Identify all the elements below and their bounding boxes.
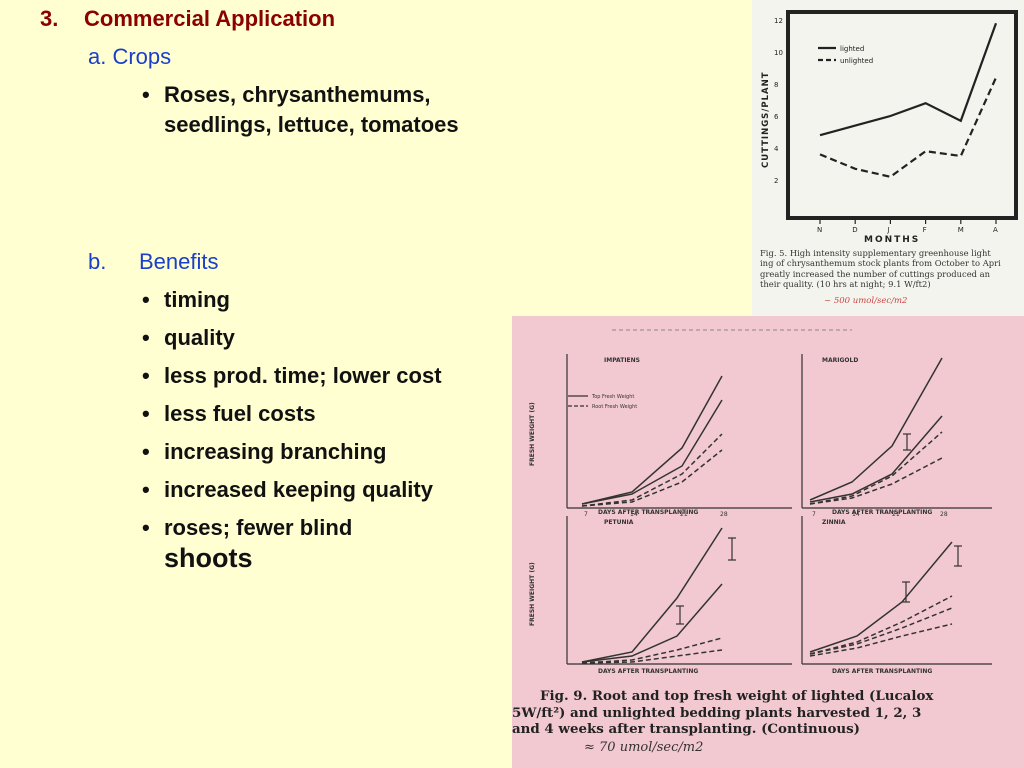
crops-subheading: a. Crops — [88, 44, 172, 69]
crops-list: Roses, chrysanthemums, seedlings, lettuc… — [140, 80, 470, 140]
benefit-item: increased keeping quality — [140, 475, 470, 505]
fig5-caption-line: Fig. 5. High intensity supplementary gre… — [760, 248, 991, 258]
fig5-xlabel: MONTHS — [864, 235, 920, 245]
heading-number: 3. — [40, 6, 59, 31]
benefit-roses-shoots: shoots — [164, 543, 253, 573]
fig5-ytick: 4 — [774, 145, 779, 153]
fig9-panel-title: MARIGOLD — [822, 357, 858, 364]
fig5-caption-line: their quality. (10 hrs at night; 9.1 W/f… — [760, 279, 931, 290]
benefits-list: timing quality less prod. time; lower co… — [140, 285, 470, 583]
fig9-legend-root: Root Fresh Weight — [592, 404, 637, 410]
benefit-item: less fuel costs — [140, 399, 470, 429]
fig5-xtick: N — [817, 226, 822, 234]
fig5-xtick: M — [958, 226, 964, 234]
fig5-ytick: 2 — [774, 177, 778, 185]
fig9-caption: Fig. 9. Root and top fresh weight of lig… — [512, 688, 1024, 738]
fig5-xtick: J — [886, 226, 889, 234]
fig9-chart: IMPATIENS MARIGOLD PETUNIA ZINNIA FRESH … — [529, 329, 992, 675]
fig5-ytick: 10 — [774, 49, 783, 57]
slide-heading: 3. Commercial Application — [40, 6, 335, 32]
fig9-legend-top: Top Fresh Weight — [591, 394, 634, 400]
fig9-scan: IMPATIENS MARIGOLD PETUNIA ZINNIA FRESH … — [512, 316, 1024, 768]
fig5-series-lighted — [819, 22, 998, 137]
benefit-item: less prod. time; lower cost — [140, 361, 470, 391]
fig9-panel-title: PETUNIA — [604, 519, 634, 526]
fig9-xtick: 14 — [852, 511, 860, 518]
benefits-letter: b. — [88, 249, 107, 274]
fig9-panel-title: IMPATIENS — [604, 357, 640, 364]
fig9-caption-line: and 4 weeks after transplanting. (Contin… — [512, 721, 861, 737]
fig5-xtick: A — [993, 226, 998, 234]
fig5-caption-line: ing of chrysanthemum stock plants from O… — [760, 258, 1001, 269]
heading-title: Commercial Application — [84, 6, 336, 31]
fig5-legend-lighted: lighted — [840, 45, 864, 53]
fig5-scan: lighted unlighted CUTTINGS/PLANT MONTHS … — [752, 0, 1024, 318]
fig5-ytick: 6 — [774, 113, 779, 121]
crops-item: Roses, chrysanthemums, seedlings, lettuc… — [140, 80, 470, 140]
fig5-xtick: D — [852, 226, 857, 234]
fig9-xtick: 28 — [940, 511, 948, 518]
fig5-chart: lighted unlighted CUTTINGS/PLANT MONTHS … — [761, 10, 1018, 245]
fig9-handwritten-note: ≈ 70 umol/sec/m2 — [584, 740, 704, 755]
fig9-xtick: 21 — [892, 511, 900, 518]
fig5-caption-line: greatly increased the number of cuttings… — [760, 268, 991, 279]
fig5-legend-unlighted: unlighted — [840, 57, 873, 65]
benefits-subheading: b. Benefits — [88, 249, 219, 275]
fig9-ylabel: FRESH WEIGHT (G) — [529, 402, 536, 466]
fig9-xlabel: DAYS AFTER TRANSPLANTING — [832, 668, 932, 675]
fig9-xlabel: DAYS AFTER TRANSPLANTING — [598, 668, 698, 675]
fig9-caption-line: 5W/ft²) and unlighted bedding plants har… — [512, 704, 922, 721]
benefit-roses-text: roses; fewer blind — [164, 515, 353, 540]
benefit-item: quality — [140, 323, 470, 353]
fig9-xtick: 14 — [630, 511, 638, 518]
fig5-xtick: F — [923, 226, 927, 234]
fig9-caption-line: Fig. 9. Root and top fresh weight of lig… — [540, 688, 934, 704]
fig9-xtick: 7 — [812, 511, 816, 518]
benefit-item: timing — [140, 285, 470, 315]
fig9-xtick: 21 — [680, 511, 688, 518]
fig9-ylabel: FRESH WEIGHT (G) — [529, 562, 536, 626]
fig9-xtick: 28 — [720, 511, 728, 518]
fig5-ytick: 8 — [774, 81, 778, 89]
benefits-label: Benefits — [139, 249, 219, 274]
fig5-ytick: 12 — [774, 17, 783, 25]
fig9-xlabel: DAYS AFTER TRANSPLANTING — [598, 509, 698, 516]
fig5-handwritten-note: ~ 500 umol/sec/m2 — [824, 296, 908, 306]
fig9-xlabel: DAYS AFTER TRANSPLANTING — [832, 509, 932, 516]
benefit-item-roses: roses; fewer blind shoots — [140, 513, 470, 575]
fig9-panel-title: ZINNIA — [822, 519, 846, 526]
fig5-series-unlighted — [819, 77, 998, 178]
benefit-item: increasing branching — [140, 437, 470, 467]
fig9-xtick: 7 — [584, 511, 588, 518]
fig5-frame — [786, 10, 1018, 220]
fig5-caption: Fig. 5. High intensity supplementary gre… — [760, 248, 1022, 290]
fig5-ylabel: CUTTINGS/PLANT — [761, 71, 771, 168]
